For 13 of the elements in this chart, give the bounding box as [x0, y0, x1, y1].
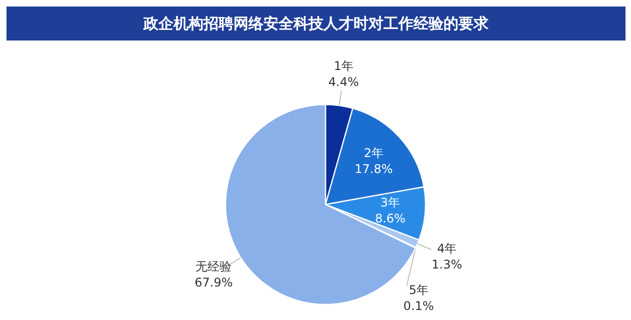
data-label: 1.3% [432, 257, 462, 272]
slice-label: 5年 [408, 283, 428, 298]
slice-label: 3年 [380, 196, 400, 210]
data-label: 0.1% [403, 299, 434, 314]
chart-title: 政企机构招聘网络安全科技人才时对工作经验的要求 [142, 14, 490, 32]
slice-label: 2年 [364, 146, 384, 160]
data-label: 17.8% [354, 162, 393, 176]
slice-label: 1年 [334, 58, 354, 73]
data-label: 4.4% [328, 74, 359, 89]
slice-label: 无经验 [196, 260, 232, 274]
data-label: 67.9% [194, 276, 233, 290]
slice-label: 4年 [437, 241, 457, 256]
data-label: 8.6% [374, 212, 406, 226]
